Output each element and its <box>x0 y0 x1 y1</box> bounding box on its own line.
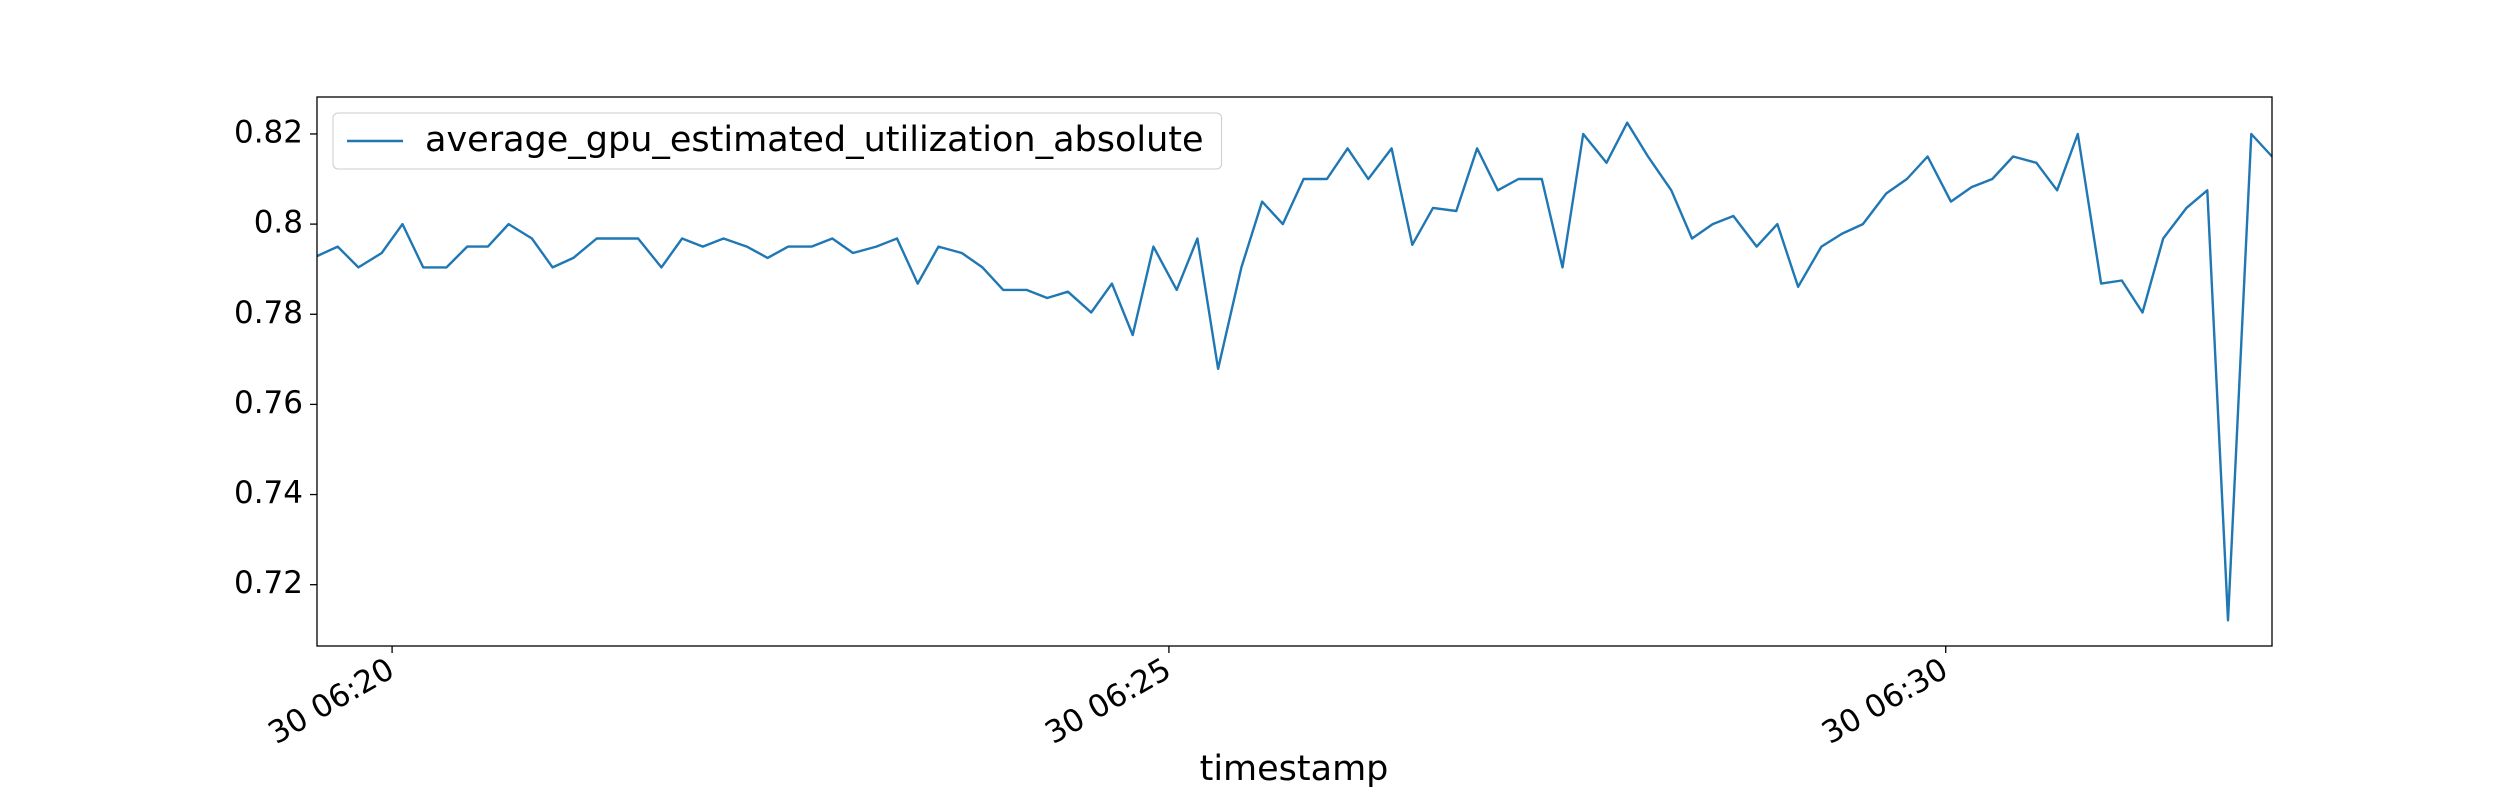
y-tick-label: 0.72 <box>234 565 303 601</box>
y-tick-label: 0.74 <box>234 475 303 511</box>
y-tick-label: 0.82 <box>234 114 303 150</box>
y-tick-label: 0.8 <box>254 205 303 241</box>
x-tick-label: 30 06:20 <box>262 651 400 751</box>
data-line <box>316 121 2273 622</box>
x-axis-label: timestamp <box>1200 749 1389 789</box>
plot-frame <box>316 96 2273 647</box>
x-tick-label: 30 06:30 <box>1816 651 1954 751</box>
y-tick-label: 0.78 <box>234 295 303 331</box>
legend-box <box>332 112 1223 170</box>
x-tick-label: 30 06:25 <box>1039 651 1177 751</box>
legend: average_gpu_estimated_utilization_absolu… <box>332 112 1223 170</box>
y-tick-label: 0.76 <box>234 385 303 421</box>
legend-label: average_gpu_estimated_utilization_absolu… <box>425 120 1204 160</box>
